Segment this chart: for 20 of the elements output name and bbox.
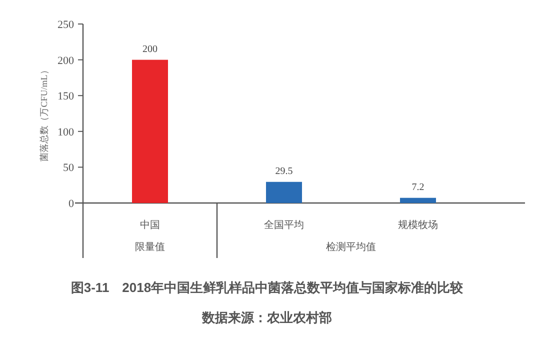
x-tick-label: 中国 — [140, 219, 160, 231]
data-label: 7.2 — [412, 182, 424, 193]
y-tick-label: 200 — [58, 54, 74, 67]
y-tick-label: 250 — [58, 19, 74, 31]
y-tick-label: 100 — [58, 126, 74, 138]
source-note: 数据来源：农业农村部 — [201, 310, 332, 325]
data-label: 29.5 — [275, 166, 293, 177]
data-label: 200 — [142, 44, 158, 55]
y-tick-label: 0 — [68, 198, 74, 210]
y-tick-label: 50 — [63, 162, 74, 174]
text: 限量值 — [135, 242, 165, 253]
x-tick-label: 规模牧场 — [398, 219, 438, 231]
x-tick-label: 全国平均 — [264, 219, 304, 231]
y-axis-title: 菌落总数（万CFU/mL） — [39, 66, 49, 162]
text: 检测平均值 — [326, 241, 376, 253]
text: 图3-11 2018年中国生鲜乳样品中菌落总数平均值与国家标准的比较 — [70, 280, 464, 295]
y-tick-label: 150 — [58, 90, 74, 103]
bar — [400, 198, 436, 203]
bar — [266, 182, 302, 203]
bar — [132, 60, 168, 203]
